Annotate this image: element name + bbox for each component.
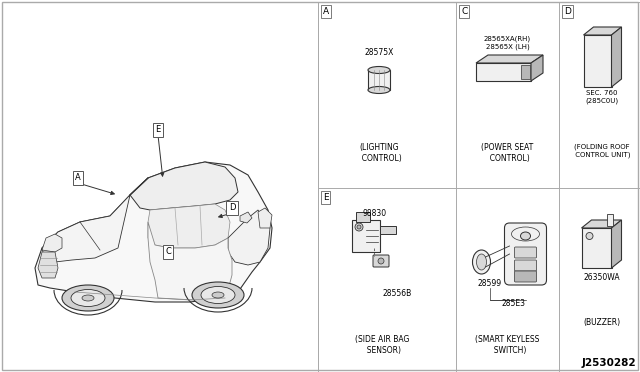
Text: D: D (564, 7, 571, 16)
Polygon shape (38, 252, 58, 278)
Text: (LIGHTING
  CONTROL): (LIGHTING CONTROL) (356, 143, 401, 163)
Ellipse shape (368, 87, 390, 93)
Polygon shape (531, 55, 543, 81)
Polygon shape (130, 162, 238, 210)
Polygon shape (258, 208, 272, 228)
Ellipse shape (520, 232, 531, 240)
Text: (SMART KEYLESS
  SWITCH): (SMART KEYLESS SWITCH) (476, 335, 540, 355)
Circle shape (378, 258, 384, 264)
Bar (582, 228, 611, 268)
Bar (368, 70, 390, 90)
Polygon shape (584, 27, 621, 35)
Text: D: D (228, 203, 236, 212)
Ellipse shape (201, 286, 235, 304)
Bar (476, 63, 531, 81)
Polygon shape (42, 234, 62, 252)
Text: C: C (165, 247, 171, 257)
Ellipse shape (71, 289, 105, 307)
Polygon shape (240, 212, 252, 223)
Ellipse shape (212, 292, 224, 298)
Text: 285E3: 285E3 (502, 299, 525, 308)
Text: A: A (75, 173, 81, 183)
Text: 26350WA: 26350WA (583, 273, 620, 282)
Text: 98830: 98830 (363, 209, 387, 218)
Text: A: A (323, 7, 329, 16)
Circle shape (586, 232, 593, 240)
Text: 28599: 28599 (477, 279, 502, 288)
Polygon shape (42, 195, 130, 262)
Bar (521, 65, 530, 79)
FancyBboxPatch shape (504, 223, 547, 285)
Ellipse shape (82, 295, 94, 301)
Text: 28556B: 28556B (382, 289, 412, 298)
Polygon shape (148, 204, 230, 248)
Polygon shape (148, 222, 232, 300)
Ellipse shape (511, 227, 540, 241)
Bar (380, 226, 396, 234)
Text: E: E (323, 193, 328, 202)
Text: (BUZZER): (BUZZER) (583, 318, 620, 327)
Text: C: C (461, 7, 467, 16)
Polygon shape (611, 220, 621, 268)
Text: E: E (156, 125, 161, 135)
Text: (POWER SEAT
  CONTROL): (POWER SEAT CONTROL) (481, 143, 534, 163)
Text: 28575X: 28575X (364, 48, 394, 57)
FancyBboxPatch shape (515, 247, 536, 258)
Bar (607, 214, 612, 226)
Ellipse shape (477, 254, 486, 270)
Ellipse shape (192, 282, 244, 308)
Text: J2530282: J2530282 (581, 358, 636, 368)
Ellipse shape (62, 285, 114, 311)
Circle shape (355, 223, 363, 231)
FancyBboxPatch shape (373, 255, 389, 267)
FancyBboxPatch shape (515, 271, 536, 282)
Text: (FOLDING ROOF
 CONTROL UNIT): (FOLDING ROOF CONTROL UNIT) (573, 143, 630, 157)
Polygon shape (228, 210, 270, 265)
FancyBboxPatch shape (515, 260, 536, 271)
Text: SEC. 760
(285C0U): SEC. 760 (285C0U) (585, 90, 618, 104)
Ellipse shape (472, 250, 490, 274)
Polygon shape (35, 162, 272, 302)
Ellipse shape (368, 67, 390, 74)
Circle shape (357, 225, 361, 229)
Bar (352, 220, 380, 252)
Polygon shape (582, 220, 621, 228)
Text: 28565XA(RH)
28565X (LH): 28565XA(RH) 28565X (LH) (484, 36, 531, 50)
Polygon shape (476, 55, 543, 63)
FancyBboxPatch shape (184, 261, 200, 268)
Polygon shape (611, 27, 621, 87)
Bar (584, 35, 611, 87)
Bar (356, 212, 370, 222)
Text: (SIDE AIR BAG
  SENSOR): (SIDE AIR BAG SENSOR) (355, 335, 409, 355)
